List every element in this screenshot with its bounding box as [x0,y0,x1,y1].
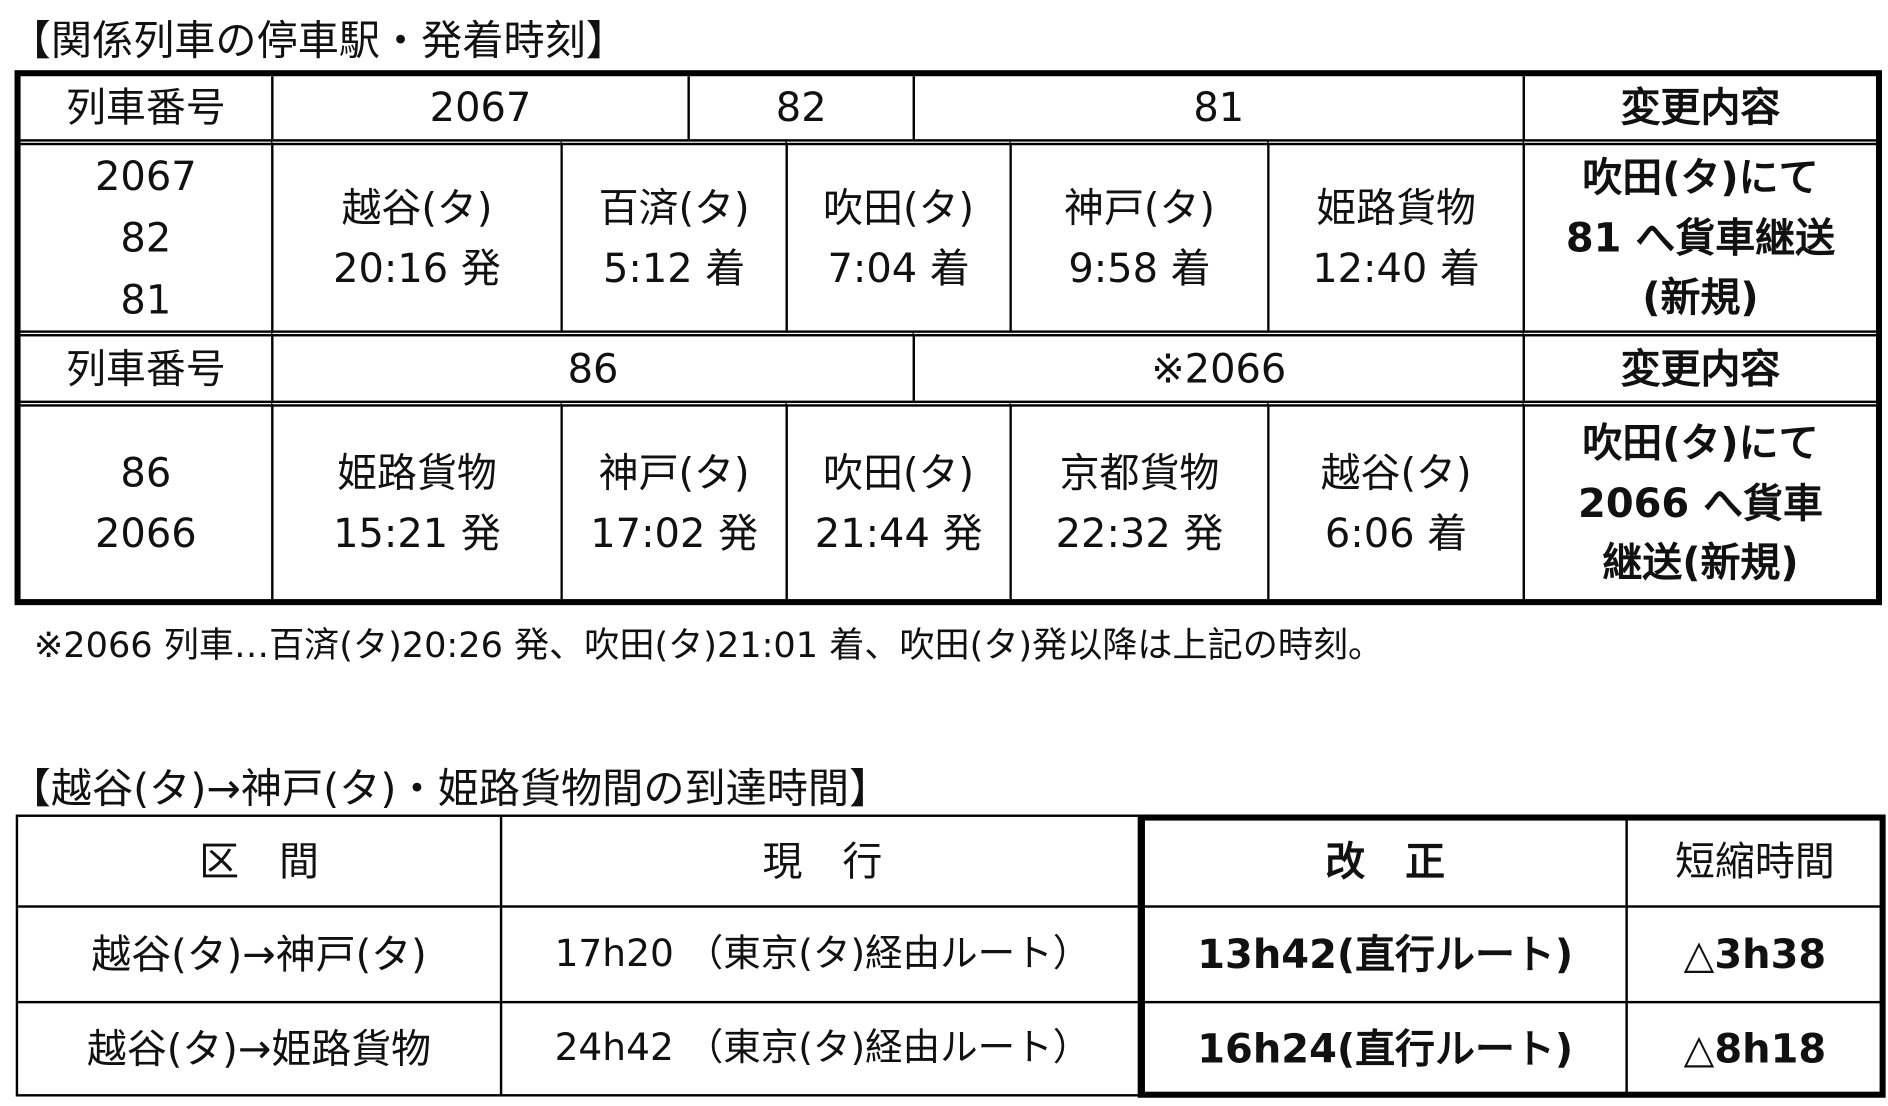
header-change-label: 変更内容 [1522,76,1876,140]
station-name: 姫路貨物 [1316,183,1476,232]
train-number: 82 [120,214,172,262]
current-time-cell: 17h20 （東京(タ)経由ルート） [499,905,1143,1001]
stop-time: 5:12 着 [602,243,746,292]
header-train-number-label: 列車番号 [20,330,272,400]
stop-cell: 吹田(タ) 7:04 着 [785,139,1010,331]
change-line: 吹田(タ)にて [1582,154,1819,202]
station-name: 吹田(タ) [823,183,975,232]
train-schedule-table: 列車番号 2067 82 81 変更内容 2067 82 81 越谷(タ) 20:… [14,70,1883,606]
station-name: 神戸(タ) [1064,183,1215,232]
stop-time: 6:06 着 [1324,508,1468,557]
current-time-cell: 24h42 （東京(タ)経由ルート） [499,1000,1143,1095]
stop-time: 21:44 発 [814,508,983,557]
stop-cell: 吹田(タ) 21:44 発 [785,400,1010,600]
time-saved-cell: △3h38 [1625,905,1883,1001]
stop-time: 20:16 発 [333,243,501,292]
train-number: 86 [120,449,172,497]
stop-time: 9:58 着 [1068,243,1211,292]
stop-time: 12:40 着 [1312,243,1480,292]
station-name: 吹田(タ) [823,449,975,497]
row1-train-numbers: 2067 82 81 [20,139,272,330]
route-cell: 越谷(タ)→神戸(タ) [18,905,500,1001]
stop-time: 17:02 発 [590,508,759,557]
stop-cell: 京都貨物 22:32 発 [1009,400,1268,600]
header-train-2066: ※2066 [912,330,1523,401]
row2-train-numbers: 86 2066 [20,400,272,599]
section2-title: 【越谷(タ)→神戸(タ)・姫路貨物間の到達時間】 [9,764,891,814]
revised-time-cell: 16h24(直行ルート) [1142,1000,1626,1095]
header-change-label: 変更内容 [1522,330,1876,401]
stop-cell: 越谷(タ) 6:06 着 [1267,400,1523,600]
header-train-number-label: 列車番号 [65,83,226,132]
train-number: 2066 [95,508,197,557]
change-line: (新規) [1642,273,1759,322]
station-name: 越谷(タ) [341,183,493,232]
station-name: 越谷(タ) [1320,449,1472,497]
stop-cell: 姫路貨物 12:40 着 [1267,139,1523,331]
stop-cell: 姫路貨物 15:21 発 [271,400,561,600]
header-train-81: 81 [912,76,1523,140]
train-number: 81 [120,276,172,324]
route-cell: 越谷(タ)→姫路貨物 [18,1000,500,1094]
time-saved-cell: △8h18 [1625,1000,1883,1095]
footnote: ※2066 列車…百済(タ)20:26 発、吹田(タ)21:01 着、吹田(タ)… [33,624,1384,666]
header-time-saved: 短縮時間 [1625,816,1882,906]
stop-time: 7:04 着 [827,243,970,292]
stop-time: 15:21 発 [333,508,501,557]
stop-time: 22:32 発 [1055,508,1224,557]
row2-change-content: 吹田(タ)にて 2066 へ貨車 継送(新規) [1522,400,1876,600]
train-number: 2067 [95,152,197,200]
header-current: 現 行 [499,816,1143,906]
row1-change-content: 吹田(タ)にて 81 へ貨車継送 (新規) [1522,139,1876,331]
station-name: 百済(タ) [598,183,750,232]
section1-title: 【関係列車の停車駅・発着時刻】 [9,16,627,66]
stop-cell: 百済(タ) 5:12 着 [560,139,786,331]
header-revised: 改 正 [1142,816,1626,906]
station-name: 京都貨物 [1059,449,1220,497]
arrival-time-table: 区 間 現 行 改 正 短縮時間 越谷(タ)→神戸(タ) 17h20 （東京(タ… [15,814,1885,1097]
header-train-2067: 2067 [271,76,687,140]
station-name: 姫路貨物 [337,449,497,497]
header-train-86: 86 [271,330,913,401]
change-line: 2066 へ貨車 [1578,478,1823,527]
header-section: 区 間 [199,837,319,885]
stop-cell: 越谷(タ) 20:16 発 [271,139,561,331]
change-line: 吹田(タ)にて [1582,419,1819,467]
stop-cell: 神戸(タ) 9:58 着 [1009,139,1268,331]
change-line: 81 へ貨車継送 [1565,213,1836,262]
station-name: 神戸(タ) [598,449,750,497]
header-train-82: 82 [687,76,912,140]
stop-cell: 神戸(タ) 17:02 発 [560,400,786,600]
change-line: 継送(新規) [1602,538,1799,587]
revised-time-cell: 13h42(直行ルート) [1142,905,1626,1001]
